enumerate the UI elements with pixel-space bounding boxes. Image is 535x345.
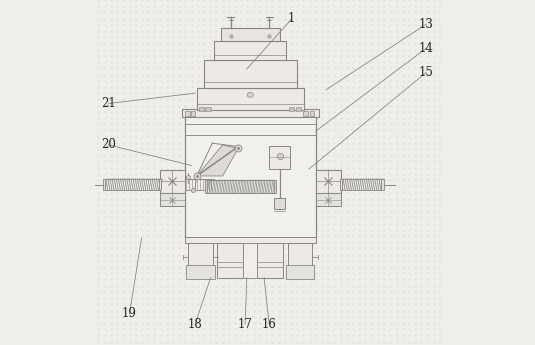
Text: 1: 1 bbox=[288, 12, 295, 26]
Polygon shape bbox=[197, 145, 238, 176]
Bar bbox=[159, 179, 161, 190]
Text: 20: 20 bbox=[101, 138, 116, 151]
Bar bbox=[206, 180, 275, 193]
Bar bbox=[186, 111, 189, 116]
Bar bbox=[274, 198, 285, 209]
Bar bbox=[340, 179, 342, 190]
Bar bbox=[217, 243, 243, 278]
Bar bbox=[160, 193, 185, 206]
Bar bbox=[182, 109, 318, 117]
Bar bbox=[185, 237, 316, 243]
Bar bbox=[243, 243, 257, 278]
Text: 19: 19 bbox=[122, 307, 137, 321]
Bar bbox=[204, 60, 297, 88]
Bar bbox=[316, 193, 341, 206]
Bar bbox=[274, 180, 277, 193]
Text: 17: 17 bbox=[238, 318, 253, 331]
Bar bbox=[310, 111, 314, 116]
Bar bbox=[287, 243, 312, 266]
Bar bbox=[257, 243, 283, 278]
Bar bbox=[185, 179, 214, 190]
Bar bbox=[104, 179, 160, 190]
Bar bbox=[188, 243, 213, 266]
Bar bbox=[381, 179, 384, 190]
Bar bbox=[160, 170, 185, 193]
Bar bbox=[103, 179, 105, 190]
Text: 14: 14 bbox=[419, 42, 434, 55]
Bar bbox=[186, 265, 215, 279]
Bar bbox=[214, 41, 286, 60]
Bar bbox=[190, 111, 195, 116]
Text: 18: 18 bbox=[188, 318, 202, 331]
Bar bbox=[289, 107, 294, 111]
Bar bbox=[198, 107, 204, 111]
Bar bbox=[221, 28, 280, 41]
Bar bbox=[197, 88, 304, 110]
Bar bbox=[316, 170, 341, 193]
Bar bbox=[341, 179, 382, 190]
Text: 16: 16 bbox=[262, 318, 277, 331]
Text: 21: 21 bbox=[102, 97, 116, 110]
Bar bbox=[296, 107, 301, 111]
Bar bbox=[269, 146, 290, 169]
Ellipse shape bbox=[247, 92, 254, 97]
Bar bbox=[205, 180, 207, 193]
Text: 15: 15 bbox=[419, 66, 434, 79]
Bar bbox=[286, 265, 314, 279]
Bar bbox=[185, 110, 316, 238]
Bar bbox=[303, 111, 308, 116]
Text: 13: 13 bbox=[419, 18, 434, 31]
Bar bbox=[205, 107, 211, 111]
